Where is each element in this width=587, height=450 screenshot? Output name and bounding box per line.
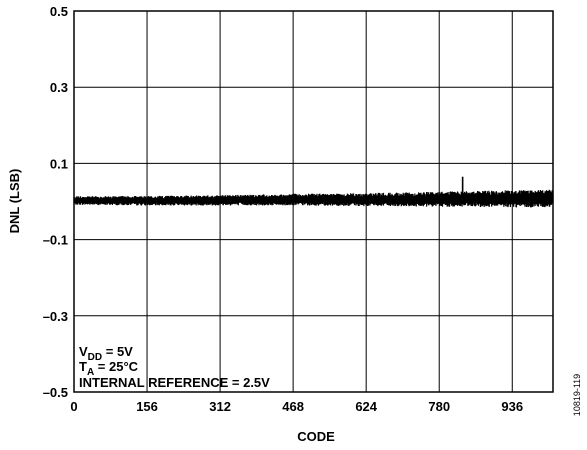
ta-annotation: TA = 25°C (79, 359, 139, 378)
dnl-series (73, 176, 554, 208)
y-tick-label: –0.1 (43, 233, 68, 248)
x-tick-label: 936 (501, 399, 523, 414)
x-axis-title: CODE (297, 429, 335, 444)
y-tick-label: –0.3 (43, 309, 68, 324)
reference-annotation: INTERNAL REFERENCE = 2.5V (79, 375, 270, 390)
y-tick-label: 0.1 (50, 156, 68, 171)
figure-id: 10819-119 (572, 374, 582, 416)
x-tick-label: 312 (209, 399, 231, 414)
y-tick-label: 0.3 (50, 80, 68, 95)
y-tick-label: –0.5 (43, 385, 68, 400)
vdd-annotation: VDD = 5V (79, 344, 133, 363)
conditions-annotation: VDD = 5V TA = 25°C INTERNAL REFERENCE = … (79, 344, 270, 390)
x-tick-label: 468 (282, 399, 304, 414)
x-tick-labels: 0 156 312 468 624 780 936 (70, 399, 523, 414)
dnl-noise-band (73, 189, 554, 208)
y-tick-label: 0.5 (50, 4, 68, 19)
y-tick-labels: 0.5 0.3 0.1 –0.1 –0.3 –0.5 (43, 4, 68, 400)
x-tick-label: 624 (355, 399, 377, 414)
x-tick-label: 0 (70, 399, 77, 414)
x-tick-label: 780 (428, 399, 450, 414)
x-tick-label: 156 (136, 399, 158, 414)
plot-frame (73, 10, 554, 393)
y-axis-title: DNL (LSB) (7, 169, 22, 234)
